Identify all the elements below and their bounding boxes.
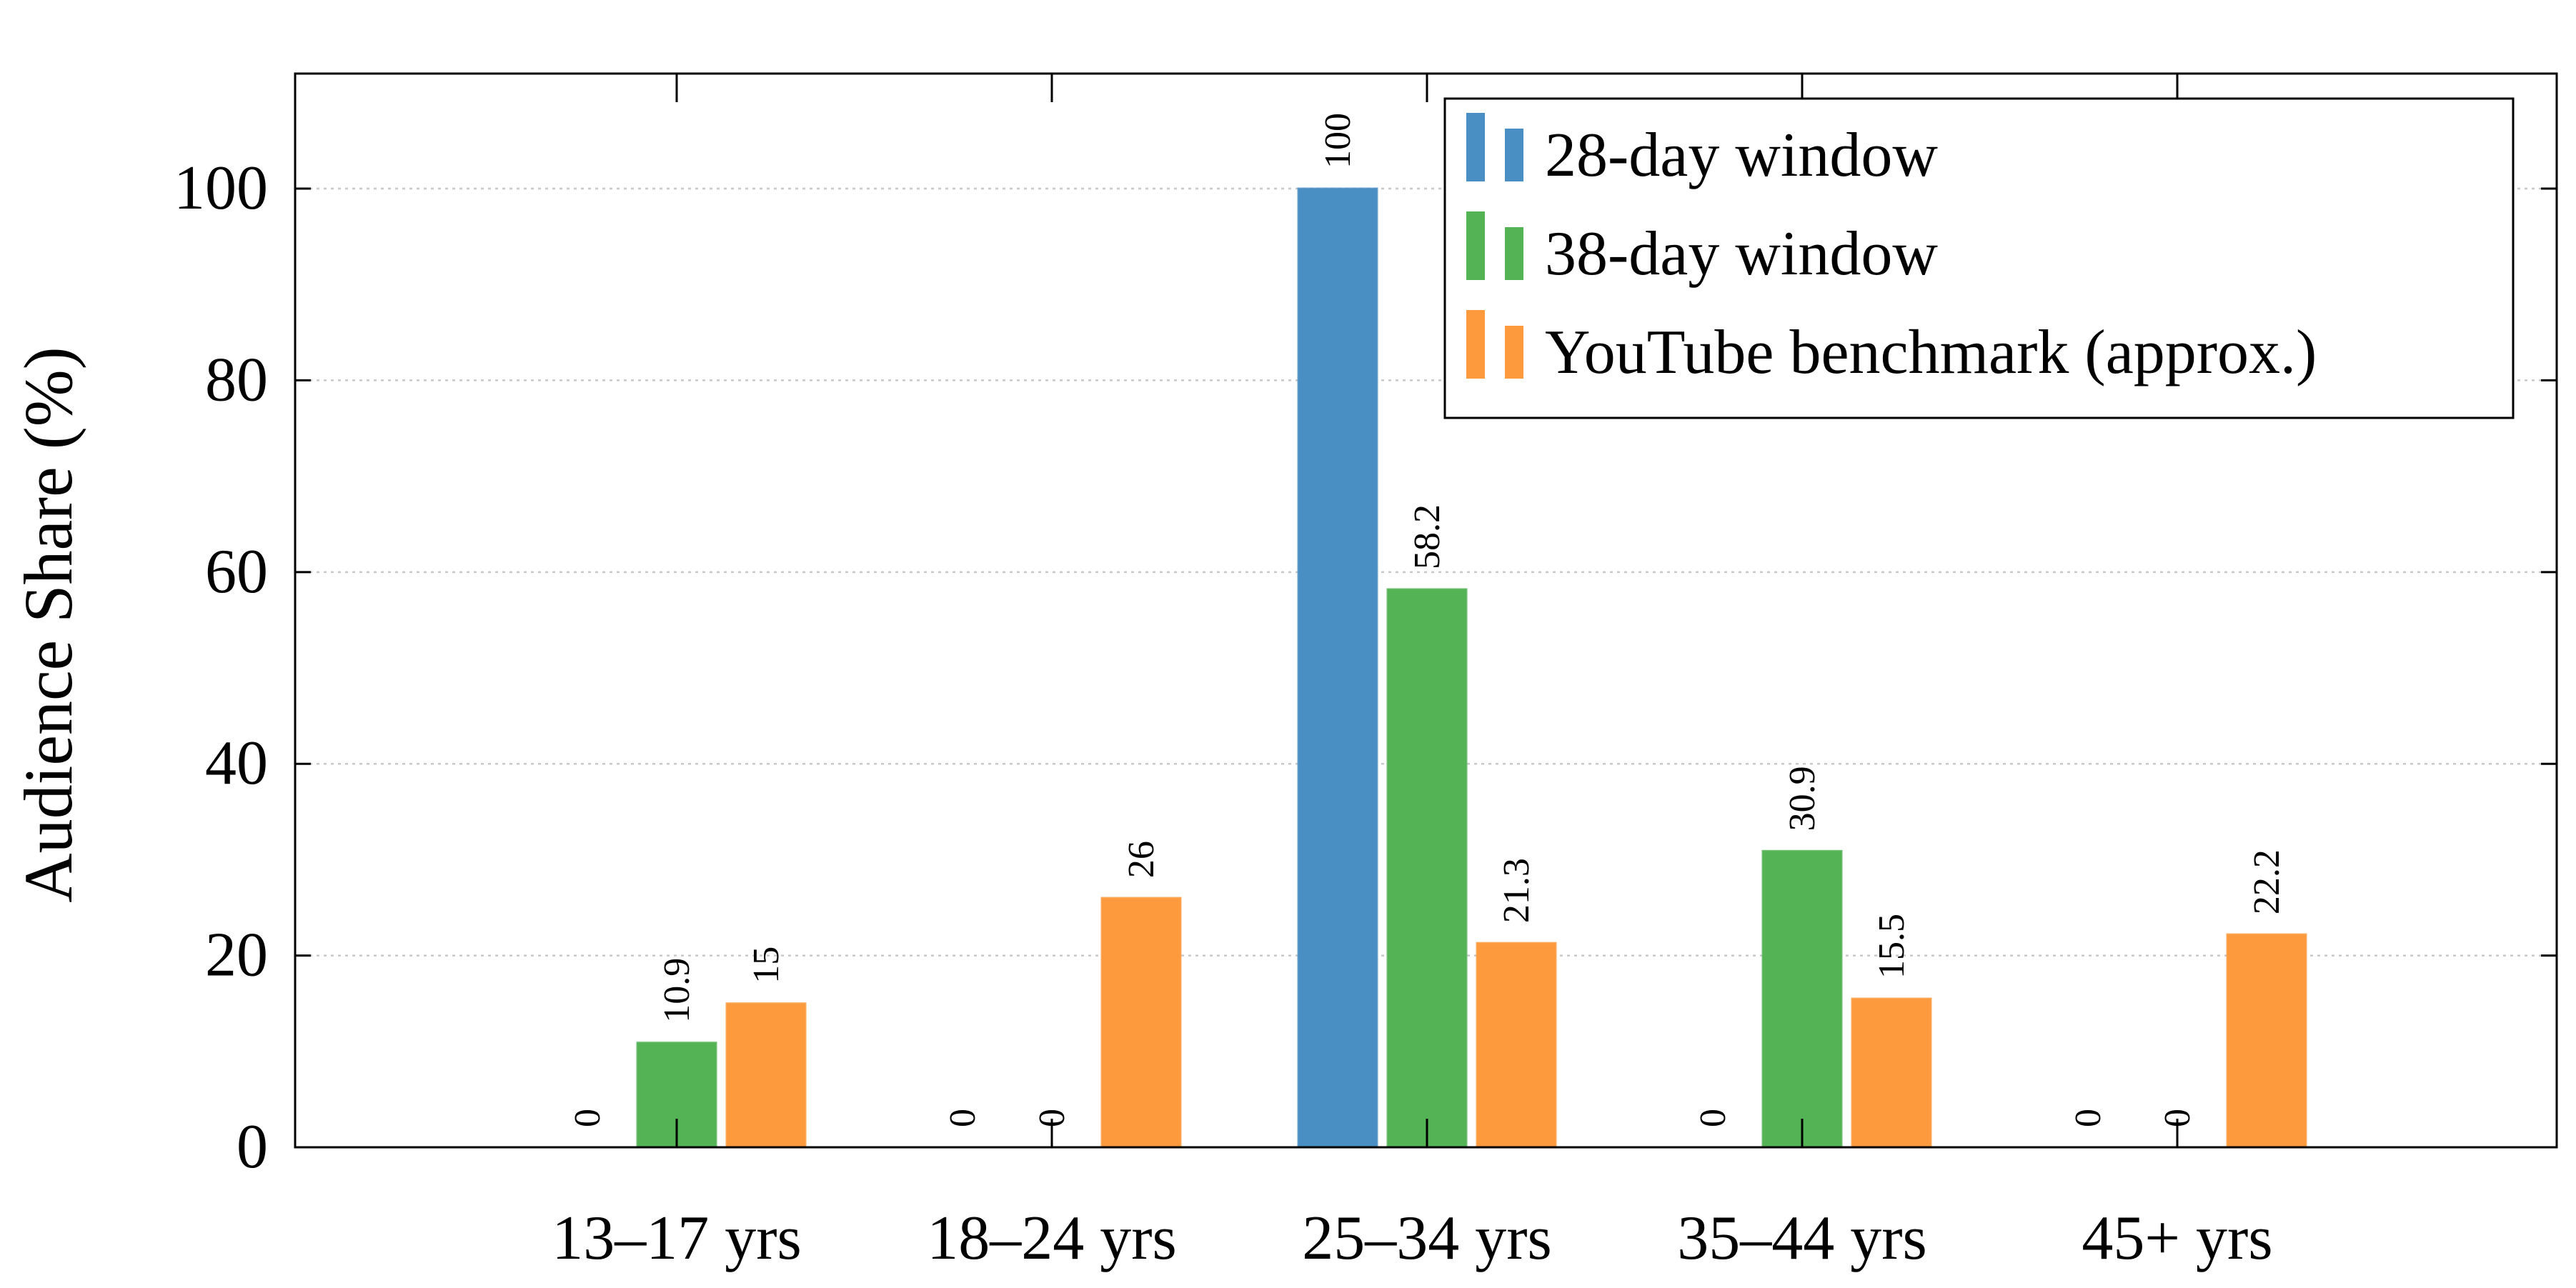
legend-label: YouTube benchmark (approx.) <box>1545 318 2317 387</box>
bar-value-label: 10.9 <box>657 958 697 1023</box>
y-tick-label: 60 <box>205 537 268 606</box>
legend-frame <box>1443 97 2515 419</box>
bar-value-label: 0 <box>1693 1109 1734 1127</box>
bar <box>1297 187 1378 1149</box>
y-axis-title: Audience Share (%) <box>10 346 86 902</box>
bar-value-label: 0 <box>2068 1109 2109 1127</box>
x-tick-label: 45+ yrs <box>2082 1204 2272 1273</box>
bar-value-label: 26 <box>1121 841 1162 878</box>
bar-value-label: 0 <box>943 1109 983 1127</box>
legend-swatch <box>1466 310 1485 379</box>
y-tick-label: 20 <box>205 921 268 990</box>
y-tick-label: 0 <box>237 1112 268 1182</box>
x-tick-label: 18–24 yrs <box>927 1204 1177 1273</box>
bar <box>2226 933 2307 1149</box>
bar-value-label: 30.9 <box>1782 766 1823 831</box>
y-tick-labels: 0 20 40 60 80 100 <box>174 154 268 1182</box>
bar-value-label: 22.2 <box>2247 849 2287 914</box>
legend: 28-day window 38-day window YouTube benchm… <box>1443 97 2515 419</box>
bar <box>1851 997 1932 1149</box>
bar <box>1476 942 1557 1149</box>
bar-value-label: 0 <box>567 1109 608 1127</box>
legend-swatch <box>1505 227 1523 280</box>
bar-value-label: 21.3 <box>1496 858 1537 923</box>
bar-value-label: 15 <box>746 947 787 984</box>
bar-value-label: 58.2 <box>1407 504 1448 569</box>
legend-swatch <box>1466 211 1485 280</box>
bars <box>636 187 2307 1149</box>
bar-value-label: 100 <box>1318 113 1358 169</box>
legend-label: 28-day window <box>1545 121 1938 190</box>
x-tick-label: 35–44 yrs <box>1677 1204 1927 1273</box>
bar <box>725 1002 807 1149</box>
bar <box>1761 849 1843 1149</box>
legend-swatch <box>1505 326 1523 379</box>
legend-swatch <box>1466 113 1485 181</box>
bar-value-label: 15.5 <box>1871 914 1912 979</box>
x-tick-label: 25–34 yrs <box>1302 1204 1552 1273</box>
x-tick-label: 13–17 yrs <box>552 1204 802 1273</box>
legend-swatch <box>1505 129 1523 181</box>
axis-ticks <box>295 74 2557 1149</box>
bar <box>1100 897 1182 1149</box>
x-tick-labels: 13–17 yrs 18–24 yrs 25–34 yrs 35–44 yrs 45+ … <box>552 1204 2272 1273</box>
y-tick-label: 80 <box>205 345 268 414</box>
y-tick-label: 40 <box>205 729 268 798</box>
legend-label: 38-day window <box>1545 219 1938 289</box>
y-tick-label: 100 <box>174 154 268 223</box>
bar <box>1386 588 1468 1149</box>
